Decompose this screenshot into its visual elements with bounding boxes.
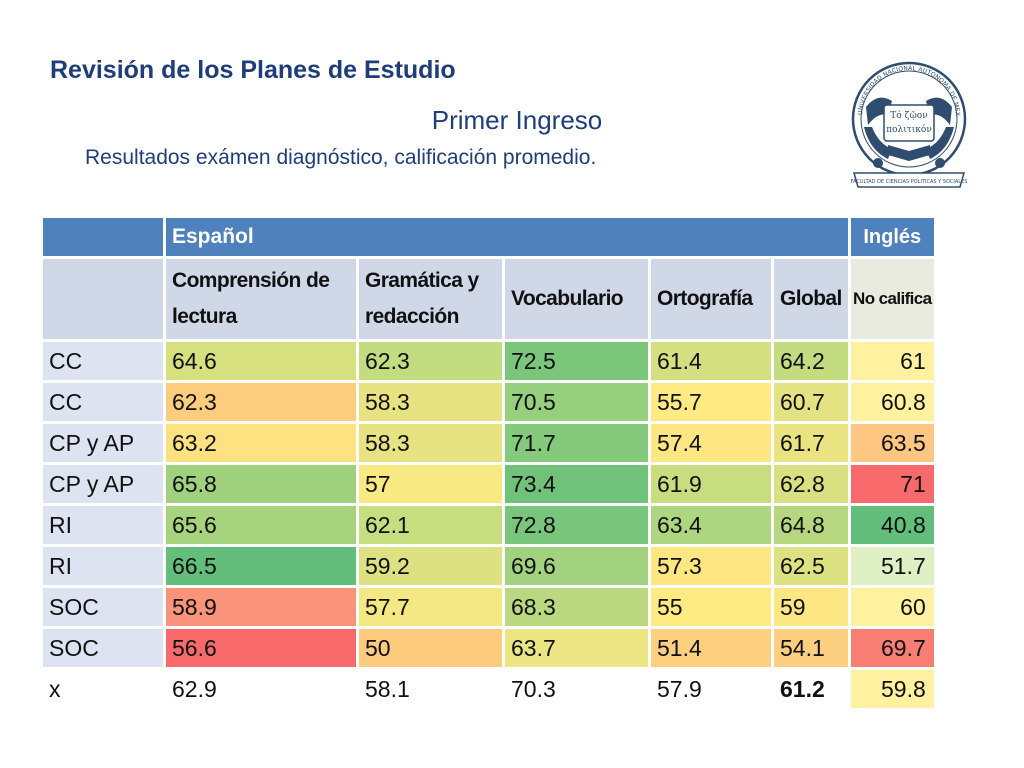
score-cell: 51.4	[651, 629, 771, 667]
score-cell: 62.8	[774, 465, 848, 503]
score-cell: 69.6	[505, 547, 648, 585]
column-header: Gramática y redacción	[359, 259, 502, 339]
score-cell: 56.6	[166, 629, 356, 667]
column-header-ingles: No califica	[850, 259, 934, 339]
score-cell: 61.2	[774, 670, 848, 708]
row-label: SOC	[43, 629, 163, 667]
ingles-score-cell: 61	[850, 342, 934, 380]
score-cell: 58.9	[166, 588, 356, 626]
score-cell: 58.3	[359, 383, 502, 421]
results-table: Español Inglés Comprensión de lectura Gr…	[40, 215, 937, 711]
score-cell: 61.7	[774, 424, 848, 462]
score-cell: 71.7	[505, 424, 648, 462]
corner-cell	[43, 218, 163, 256]
column-header: Comprensión de lectura	[166, 259, 356, 339]
ingles-score-cell: 60	[850, 588, 934, 626]
group-header-row: Español Inglés	[43, 218, 934, 256]
score-cell: 72.5	[505, 342, 648, 380]
svg-text:πολιτικόν: πολιτικόν	[886, 124, 932, 135]
score-cell: 65.6	[166, 506, 356, 544]
ingles-group-header: Inglés	[850, 218, 934, 256]
score-cell: 66.5	[166, 547, 356, 585]
row-label: CC	[43, 383, 163, 421]
score-cell: 63.7	[505, 629, 648, 667]
row-label: CP y AP	[43, 424, 163, 462]
ingles-score-cell: 51.7	[850, 547, 934, 585]
score-cell: 58.3	[359, 424, 502, 462]
unam-seal-icon: UNIVERSIDAD NACIONAL AUTONOMA DE MEXICO …	[848, 55, 968, 188]
row-label: RI	[43, 547, 163, 585]
score-cell: 55.7	[651, 383, 771, 421]
score-cell: 59	[774, 588, 848, 626]
ingles-score-cell: 63.5	[850, 424, 934, 462]
score-cell: 55	[651, 588, 771, 626]
ingles-score-cell: 59.8	[850, 670, 934, 708]
score-cell: 62.3	[359, 342, 502, 380]
score-cell: 62.1	[359, 506, 502, 544]
svg-text:FACULTAD DE CIENCIAS POLITICAS: FACULTAD DE CIENCIAS POLITICAS Y SOCIALE…	[851, 179, 968, 185]
table-row: SOC 58.9 57.7 68.3 55 59 60	[43, 588, 934, 626]
score-cell: 65.8	[166, 465, 356, 503]
score-cell: 64.8	[774, 506, 848, 544]
score-cell: 62.9	[166, 670, 356, 708]
row-label: RI	[43, 506, 163, 544]
score-cell: 63.4	[651, 506, 771, 544]
score-cell: 62.5	[774, 547, 848, 585]
slide-description: Resultados exámen diagnóstico, calificac…	[85, 146, 597, 169]
corner-cell-2	[43, 259, 163, 339]
score-cell: 70.5	[505, 383, 648, 421]
score-cell: 64.6	[166, 342, 356, 380]
slide-title: Revisión de los Planes de Estudio	[50, 56, 456, 84]
score-cell: 61.4	[651, 342, 771, 380]
score-cell: 73.4	[505, 465, 648, 503]
table-row: RI 66.5 59.2 69.6 57.3 62.5 51.7	[43, 547, 934, 585]
score-cell: 57.7	[359, 588, 502, 626]
espanol-group-header: Español	[166, 218, 848, 256]
table-row: CC 62.3 58.3 70.5 55.7 60.7 60.8	[43, 383, 934, 421]
column-header: Global	[774, 259, 848, 339]
score-cell: 57.4	[651, 424, 771, 462]
column-header: Ortografía	[651, 259, 771, 339]
ingles-score-cell: 69.7	[850, 629, 934, 667]
score-cell: 59.2	[359, 547, 502, 585]
ingles-score-cell: 71	[850, 465, 934, 503]
column-header: Vocabulario	[505, 259, 648, 339]
table-row: RI 65.6 62.1 72.8 63.4 64.8 40.8	[43, 506, 934, 544]
score-cell: 61.9	[651, 465, 771, 503]
score-cell: 64.2	[774, 342, 848, 380]
row-label: CC	[43, 342, 163, 380]
table-row: x 62.9 58.1 70.3 57.9 61.2 59.8	[43, 670, 934, 708]
score-cell: 50	[359, 629, 502, 667]
column-header-row: Comprensión de lectura Gramática y redac…	[43, 259, 934, 339]
score-cell: 57	[359, 465, 502, 503]
row-label: SOC	[43, 588, 163, 626]
table-row: CP y AP 65.8 57 73.4 61.9 62.8 71	[43, 465, 934, 503]
ingles-score-cell: 60.8	[850, 383, 934, 421]
score-cell: 62.3	[166, 383, 356, 421]
score-cell: 57.3	[651, 547, 771, 585]
score-cell: 70.3	[505, 670, 648, 708]
score-cell: 68.3	[505, 588, 648, 626]
row-label: x	[43, 670, 163, 708]
score-cell: 57.9	[651, 670, 771, 708]
svg-text:Τό ζῷον: Τό ζῷον	[890, 110, 927, 121]
score-cell: 54.1	[774, 629, 848, 667]
score-cell: 60.7	[774, 383, 848, 421]
score-cell: 58.1	[359, 670, 502, 708]
score-cell: 63.2	[166, 424, 356, 462]
table-row: CP y AP 63.2 58.3 71.7 57.4 61.7 63.5	[43, 424, 934, 462]
table-row: CC 64.6 62.3 72.5 61.4 64.2 61	[43, 342, 934, 380]
row-label: CP y AP	[43, 465, 163, 503]
slide-subtitle: Primer Ingreso	[431, 105, 603, 135]
ingles-score-cell: 40.8	[850, 506, 934, 544]
score-cell: 72.8	[505, 506, 648, 544]
table-row: SOC 56.6 50 63.7 51.4 54.1 69.7	[43, 629, 934, 667]
